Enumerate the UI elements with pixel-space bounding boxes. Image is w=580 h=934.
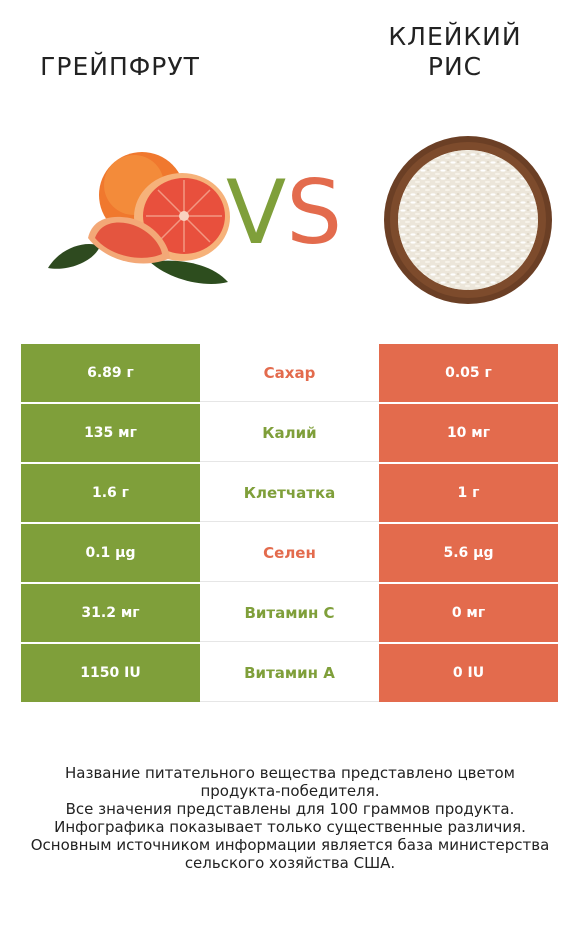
right-value: 0 мг [379, 584, 558, 642]
right-value: 10 мг [379, 404, 558, 462]
nutrient-name: Клетчатка [200, 464, 379, 522]
left-product-title: ГРЕЙПФРУТ [40, 52, 200, 81]
right-title-line-2: РИС [427, 52, 483, 81]
left-value: 0.1 µg [21, 524, 200, 582]
right-value: 1 г [379, 464, 558, 522]
right-value: 0 IU [379, 644, 558, 702]
footer-line: Название питательного вещества представл… [65, 764, 515, 782]
hero-illustrations [48, 136, 552, 304]
table-row: 0.1 µg Селен 5.6 µg [21, 524, 558, 582]
table-row: 1.6 г Клетчатка 1 г [21, 464, 558, 522]
versus-label: VS [226, 168, 342, 258]
nutrient-name: Сахар [200, 344, 379, 402]
left-value: 1.6 г [21, 464, 200, 522]
nutrient-name: Витамин A [200, 644, 379, 702]
right-value: 5.6 µg [379, 524, 558, 582]
table-row: 135 мг Калий 10 мг [21, 404, 558, 462]
footer-line: продукта-победителя. [200, 782, 380, 800]
footer-line: Основным источником информации является … [30, 836, 550, 854]
footer-line: Инфографика показывает только существенн… [54, 818, 526, 836]
footer-line: Все значения представлены для 100 граммо… [65, 800, 515, 818]
sticky-rice-bowl-image [384, 136, 552, 304]
nutrient-name: Калий [200, 404, 379, 462]
left-value: 135 мг [21, 404, 200, 462]
left-value: 1150 IU [21, 644, 200, 702]
nutrient-name: Витамин C [200, 584, 379, 642]
table-row: 31.2 мг Витамин C 0 мг [21, 584, 558, 642]
footer-line: сельского хозяйства США. [184, 854, 396, 872]
footer-notes: Название питательного вещества представл… [20, 764, 560, 872]
nutrient-name: Селен [200, 524, 379, 582]
left-value: 31.2 мг [21, 584, 200, 642]
vs-letter-s: S [286, 161, 343, 264]
table-row: 1150 IU Витамин A 0 IU [21, 644, 558, 702]
comparison-table: 6.89 г Сахар 0.05 г 135 мг Калий 10 мг 1… [21, 344, 558, 704]
table-row: 6.89 г Сахар 0.05 г [21, 344, 558, 402]
right-title-line-1: КЛЕЙКИЙ [388, 22, 522, 51]
vs-letter-v: V [226, 161, 287, 264]
left-value: 6.89 г [21, 344, 200, 402]
grapefruit-image [48, 152, 230, 284]
right-value: 0.05 г [379, 344, 558, 402]
right-product-title: КЛЕЙКИЙ РИС [360, 22, 550, 82]
